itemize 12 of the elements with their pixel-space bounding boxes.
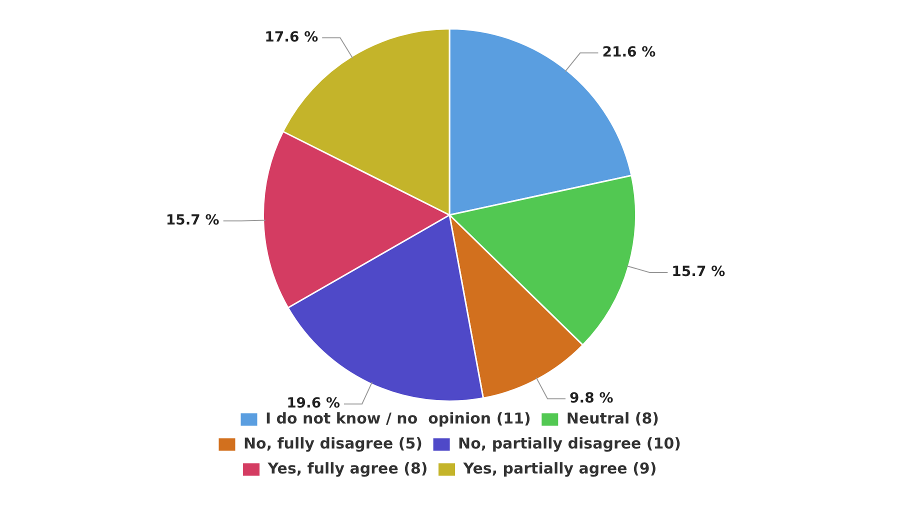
- legend-label: No, fully disagree (5): [243, 434, 423, 452]
- data-label: 17.6 %: [264, 29, 318, 46]
- legend-label: No, partially disagree (10): [458, 434, 682, 452]
- legend-label: Neutral (8): [566, 409, 660, 428]
- data-label: 15.7 %: [166, 212, 220, 229]
- data-label: 9.8 %: [570, 390, 614, 406]
- legend-label: I do not know / no opinion (11): [265, 409, 531, 428]
- data-label: 15.7 %: [672, 264, 726, 280]
- data-label: 19.6 %: [286, 396, 340, 412]
- legend-label: Yes, fully agree (8): [266, 459, 428, 478]
- legend-label: Yes, partially agree (9): [462, 459, 657, 478]
- data-label: 21.6 %: [602, 44, 656, 61]
